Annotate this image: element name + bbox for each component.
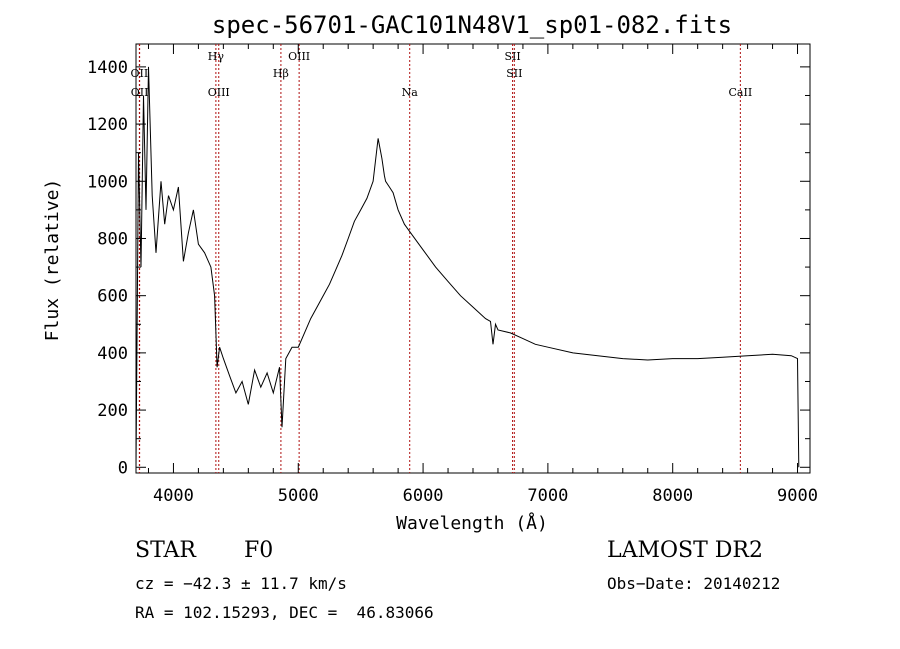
- x-tick-label: 9000: [777, 486, 818, 506]
- spectral-line-label: OIII: [208, 86, 230, 99]
- y-axis-label: Flux (relative): [42, 179, 63, 342]
- x-axis-label: Wavelength (Å): [396, 512, 548, 534]
- spectral-line-label: SII: [506, 67, 522, 80]
- plot-frame: [135, 43, 811, 474]
- y-tick-label: 800: [97, 229, 128, 249]
- observation-date: Obs−Date: 20140212: [607, 574, 781, 593]
- spectral-line-label: Hβ: [273, 67, 289, 80]
- x-tick-label: 5000: [278, 486, 319, 506]
- spectral-line-label: SII: [504, 50, 520, 63]
- y-tick-label: 0: [118, 458, 128, 478]
- spectral-line-label: OII: [131, 67, 149, 80]
- y-tick-label: 400: [97, 344, 128, 364]
- spectral-line-label: OIII: [288, 50, 310, 63]
- chart-title: spec-56701-GAC101N48V1_sp01-082.fits: [212, 11, 732, 39]
- y-tick-label: 200: [97, 401, 128, 421]
- spectral-line-label: Na: [402, 86, 419, 99]
- ra-dec-coordinates: RA = 102.15293, DEC = 46.83066: [135, 603, 434, 622]
- y-axis-ticks: 0 200 400 600 800 1000 1200 1400: [87, 58, 810, 478]
- spectral-line-label: OII: [131, 86, 149, 99]
- spectrum-line: [135, 66, 800, 468]
- spectral-line-markers: [138, 44, 741, 473]
- x-tick-label: 4000: [153, 486, 194, 506]
- x-tick-label: 6000: [403, 486, 444, 506]
- y-tick-label: 1000: [87, 172, 128, 192]
- object-class: STAR: [135, 538, 196, 563]
- x-tick-label: 7000: [527, 486, 568, 506]
- x-tick-label: 8000: [652, 486, 693, 506]
- y-tick-label: 600: [97, 287, 128, 307]
- spectral-line-labels: OII OII Hγ OIII Hβ OIII Na SII SII CaII: [131, 50, 753, 99]
- y-tick-label: 1200: [87, 115, 128, 135]
- cz-value: cz = −42.3 ± 11.7 km/s: [135, 574, 347, 593]
- survey-name: LAMOST DR2: [607, 538, 763, 563]
- object-subclass: F0: [244, 538, 274, 563]
- x-axis-ticks: 4000 5000 6000 7000 8000 9000: [147, 44, 818, 506]
- y-tick-label: 1400: [87, 58, 128, 78]
- spectral-line-label: Hγ: [208, 50, 225, 63]
- spectral-line-label: CaII: [729, 86, 753, 99]
